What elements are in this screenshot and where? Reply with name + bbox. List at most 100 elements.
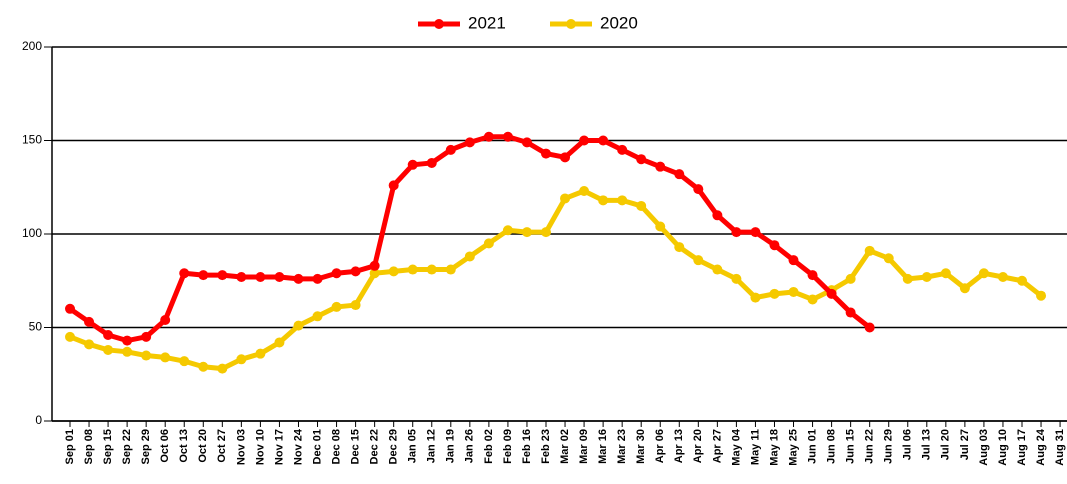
point xyxy=(579,185,590,196)
x-tick-label: Nov 24 xyxy=(292,428,304,465)
point xyxy=(274,272,285,283)
point xyxy=(388,180,399,191)
x-tick-label: Jan 26 xyxy=(464,429,476,463)
point xyxy=(312,273,323,284)
point xyxy=(217,270,228,281)
x-tick-label: Feb 02 xyxy=(483,429,495,464)
point xyxy=(902,273,913,284)
x-tick-label: Jul 13 xyxy=(921,429,933,460)
point xyxy=(141,350,152,361)
x-tick-label: Jun 15 xyxy=(845,429,857,464)
y-tick-label: 150 xyxy=(22,133,42,147)
x-tick-label: Dec 22 xyxy=(369,429,381,464)
point xyxy=(464,251,475,262)
point xyxy=(864,245,875,256)
point xyxy=(560,152,571,163)
point xyxy=(636,200,647,211)
point xyxy=(712,210,723,221)
point xyxy=(674,242,685,253)
point xyxy=(521,137,532,148)
legend-label: 2021 xyxy=(468,13,506,32)
point xyxy=(521,227,532,238)
x-tick-label: Aug 03 xyxy=(978,429,990,466)
point xyxy=(179,268,190,279)
x-tick-label: Jul 27 xyxy=(959,429,971,460)
point xyxy=(788,286,799,297)
point xyxy=(483,238,494,249)
point xyxy=(997,272,1008,283)
x-tick-label: Jul 06 xyxy=(902,429,914,460)
point xyxy=(769,240,780,251)
point xyxy=(959,283,970,294)
x-tick-label: Dec 08 xyxy=(330,429,342,464)
x-tick-label: Jan 05 xyxy=(407,429,419,463)
point xyxy=(331,301,342,312)
x-tick-label: Oct 27 xyxy=(216,429,228,463)
point xyxy=(293,320,304,331)
point xyxy=(160,315,171,326)
point xyxy=(693,184,704,195)
x-tick-label: Sep 29 xyxy=(140,429,152,464)
x-tick-label: Feb 23 xyxy=(540,429,552,464)
x-tick-label: Jun 29 xyxy=(883,429,895,464)
point xyxy=(407,264,418,275)
point xyxy=(236,272,247,283)
point xyxy=(674,169,685,180)
y-tick-label: 100 xyxy=(22,226,42,240)
point xyxy=(350,300,361,311)
series-line xyxy=(69,188,1043,372)
point xyxy=(1017,275,1027,286)
x-tick-label: Dec 29 xyxy=(388,429,400,464)
point xyxy=(122,335,133,346)
point xyxy=(103,329,114,340)
y-tick-label: 0 xyxy=(35,413,42,427)
point xyxy=(369,260,380,271)
point xyxy=(655,221,666,232)
point xyxy=(788,255,799,266)
point xyxy=(160,352,171,363)
point xyxy=(274,337,285,348)
point xyxy=(445,144,456,155)
y-tick-label: 200 xyxy=(22,39,42,53)
point xyxy=(65,331,75,342)
point xyxy=(464,137,475,148)
point xyxy=(541,227,551,238)
point xyxy=(921,272,932,283)
x-tick-label: Nov 10 xyxy=(254,429,266,465)
point xyxy=(84,316,95,327)
point xyxy=(598,135,609,146)
point xyxy=(331,268,342,279)
x-tick-label: Jun 22 xyxy=(864,429,876,464)
series-line xyxy=(68,134,872,344)
x-tick-label: Sep 15 xyxy=(102,429,114,464)
point xyxy=(978,268,989,279)
x-tick-label: Nov 03 xyxy=(235,429,247,465)
point xyxy=(731,227,742,238)
x-tick-label: Apr 13 xyxy=(673,429,685,463)
x-tick-label: Mar 30 xyxy=(635,429,647,464)
point xyxy=(255,348,266,359)
x-tick-label: Oct 20 xyxy=(197,429,209,463)
point xyxy=(617,144,628,155)
x-tick-label: Jan 12 xyxy=(426,429,438,463)
point xyxy=(141,331,152,342)
point xyxy=(236,354,247,365)
x-tick-label: Jul 20 xyxy=(940,429,952,460)
point xyxy=(388,266,399,277)
x-tick-label: Oct 06 xyxy=(159,429,171,463)
point xyxy=(541,148,551,159)
x-tick-label: Apr 06 xyxy=(654,429,666,463)
point xyxy=(807,270,818,281)
point xyxy=(560,193,571,204)
x-tick-label: Dec 15 xyxy=(350,429,362,464)
point xyxy=(750,227,761,238)
point xyxy=(750,292,761,303)
x-tick-label: Jan 19 xyxy=(445,429,457,463)
y-tick-label: 50 xyxy=(29,320,43,334)
point xyxy=(407,159,418,170)
point xyxy=(445,264,456,275)
x-tick-label: Sep 22 xyxy=(121,429,133,464)
x-tick-label: Apr 27 xyxy=(711,429,723,463)
